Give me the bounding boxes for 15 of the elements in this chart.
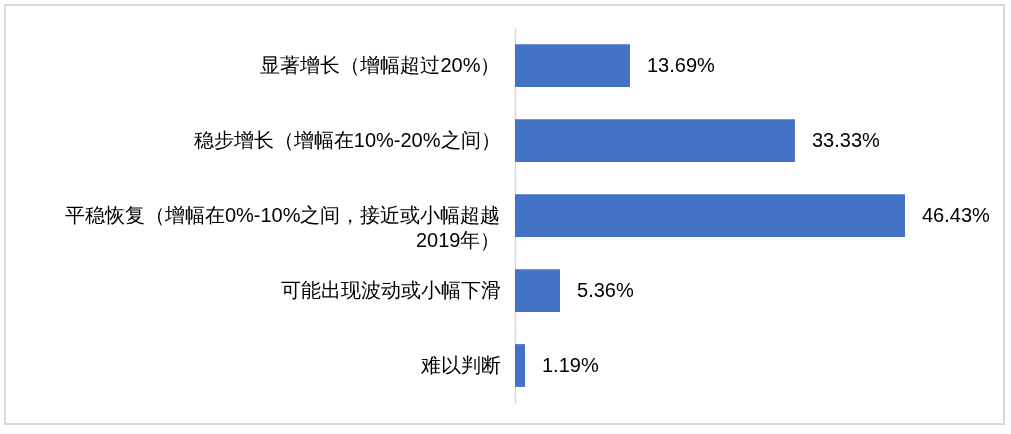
data-label: 33.33% xyxy=(811,128,881,151)
data-label: 13.69% xyxy=(646,53,716,76)
bar xyxy=(515,194,905,237)
y-tick-label: 难以判断 xyxy=(419,353,501,376)
y-tick-label: 显著增长（增幅超过20%） xyxy=(260,53,501,76)
bar xyxy=(515,119,795,162)
bar xyxy=(515,344,525,387)
data-label: 1.19% xyxy=(542,353,599,376)
bar xyxy=(515,269,561,312)
data-label: 5.36% xyxy=(577,278,634,301)
y-tick-label: 可能出现波动或小幅下滑 xyxy=(280,278,501,301)
data-label: 46.43% xyxy=(922,203,991,226)
y-tick-label: 平稳恢复（增幅在0%-10%之间，接近或小幅超越2019年） xyxy=(64,203,501,251)
y-tick-label: 稳步增长（增幅在10%-20%之间） xyxy=(193,128,501,151)
bar xyxy=(515,44,630,87)
